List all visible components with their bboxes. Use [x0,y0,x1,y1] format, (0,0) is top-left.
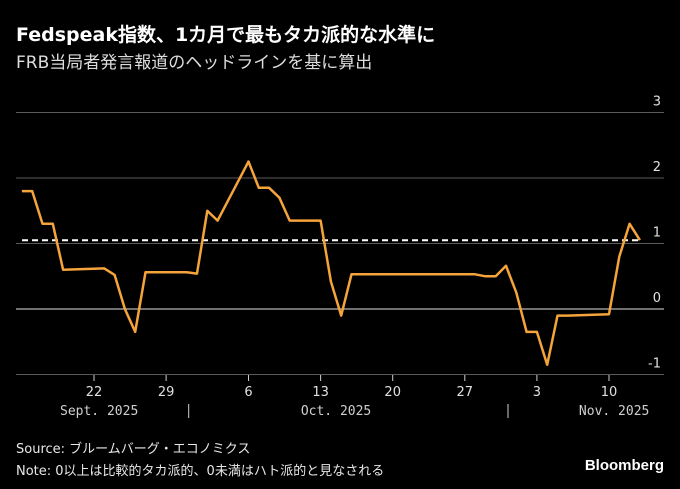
month-label: Oct. 2025 [301,404,371,419]
x-tick-label: 6 [244,385,252,400]
x-tick-label: 3 [533,385,541,400]
x-tick-label: 13 [312,385,329,400]
series-group [21,160,641,366]
bloomberg-logo: Bloomberg [584,457,664,474]
y-tick-label: 0 [653,291,661,306]
grid-lines [16,112,664,375]
series-line [21,160,641,366]
y-tick-label: 2 [653,160,661,175]
x-tick-label: 10 [601,385,618,400]
y-tick-label: -1 [648,357,661,372]
x-axis: 22 29 6 13 20 27 3 10 Sept. 2025 Oct. 2025 Nov. 20… [60,375,649,419]
x-tick-label: 29 [158,385,175,400]
x-tick-label: 27 [457,385,474,400]
footnote: Note: 0以上は比較的タカ派的、0未満はハト派的と見なされる [16,464,385,479]
y-axis-labels: 3 2 1 0 -1 [648,95,661,372]
source-note: Source: ブルームバーグ・エコノミクス [16,442,251,457]
chart-title: Fedspeak指数、1カ月で最もタカ派的な水準に [16,24,436,46]
x-tick-label: 22 [86,385,103,400]
y-tick-label: 3 [653,95,661,110]
x-tick-label: 20 [384,385,401,400]
month-label: Nov. 2025 [579,404,649,419]
chart-subtitle: FRB当局者発言報道のヘッドラインを基に算出 [16,53,373,73]
y-tick-label: 1 [653,226,661,241]
month-label: Sept. 2025 [60,404,138,419]
